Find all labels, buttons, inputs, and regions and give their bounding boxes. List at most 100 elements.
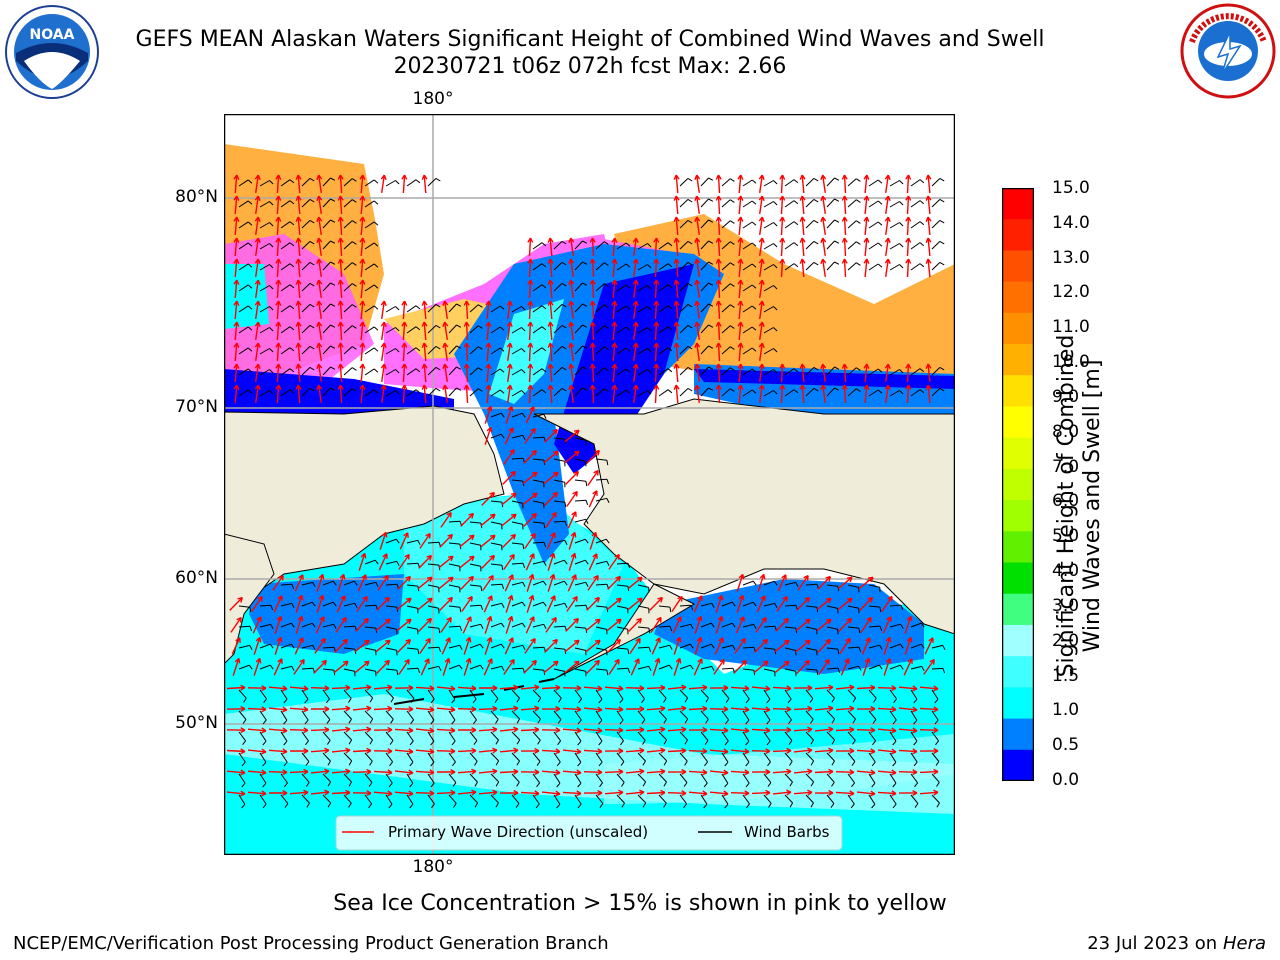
wave-direction-arrow bbox=[520, 791, 540, 795]
wind-barb bbox=[511, 390, 522, 397]
wind-barb bbox=[574, 604, 587, 607]
wave-direction-arrow bbox=[849, 790, 855, 795]
wave-direction-arrow bbox=[362, 237, 366, 243]
colorbar-segment bbox=[1002, 687, 1034, 720]
wave-direction-arrow bbox=[303, 771, 309, 775]
wave-direction-arrow bbox=[740, 258, 744, 264]
wind-barb bbox=[541, 263, 547, 268]
wave-direction-arrow bbox=[799, 363, 803, 369]
wind-barb bbox=[647, 390, 652, 395]
wind-barb bbox=[238, 326, 249, 334]
wind-barb bbox=[700, 282, 709, 292]
wind-barb bbox=[625, 347, 631, 352]
wind-barb bbox=[469, 521, 481, 524]
wave-direction-arrow bbox=[289, 686, 309, 690]
wave-direction-arrow bbox=[527, 237, 532, 243]
wave-direction-arrow bbox=[534, 707, 540, 712]
wind-barb bbox=[301, 262, 311, 271]
wind-barb bbox=[687, 198, 693, 203]
wave-direction-arrow bbox=[571, 574, 577, 579]
wind-barb bbox=[700, 219, 709, 229]
wind-barb bbox=[516, 697, 520, 703]
wave-direction-arrow bbox=[696, 279, 700, 299]
wave-direction-arrow bbox=[316, 237, 320, 244]
wind-barb bbox=[322, 731, 331, 741]
wind-barb bbox=[289, 284, 295, 289]
wave-direction-arrow bbox=[508, 574, 514, 579]
wave-direction-arrow bbox=[446, 511, 452, 516]
wind-barb bbox=[729, 241, 735, 245]
wave-direction-arrow bbox=[488, 574, 494, 579]
wave-direction-arrow bbox=[906, 384, 910, 404]
wind-barb bbox=[889, 201, 900, 208]
wind-barb bbox=[621, 782, 625, 787]
wind-barb bbox=[427, 689, 435, 700]
wind-barb bbox=[351, 346, 357, 350]
wave-direction-arrow bbox=[870, 750, 876, 755]
wave-direction-arrow bbox=[673, 384, 677, 390]
wind-barb bbox=[582, 324, 588, 328]
wave-direction-arrow bbox=[591, 384, 595, 404]
wave-direction-arrow bbox=[282, 685, 288, 690]
wind-barb bbox=[788, 740, 793, 745]
wave-direction-arrow bbox=[423, 321, 428, 327]
wave-direction-arrow bbox=[423, 363, 427, 383]
wind-barb bbox=[721, 304, 731, 313]
wind-barb bbox=[687, 324, 693, 329]
wave-direction-arrow bbox=[696, 300, 700, 320]
wind-barb bbox=[805, 241, 815, 250]
wave-direction-arrow bbox=[273, 658, 283, 676]
wave-direction-arrow bbox=[254, 258, 259, 264]
wave-direction-arrow bbox=[765, 706, 771, 711]
wave-direction-arrow bbox=[513, 534, 516, 540]
wind-barb bbox=[448, 542, 460, 545]
wave-direction-arrow bbox=[592, 490, 598, 495]
wind-barb bbox=[373, 347, 379, 352]
wind-barb bbox=[284, 803, 289, 808]
wave-direction-arrow bbox=[507, 615, 513, 621]
wind-barb bbox=[290, 643, 295, 649]
wind-barb bbox=[283, 740, 288, 746]
wind-barb bbox=[574, 581, 586, 586]
wind-barb bbox=[939, 261, 945, 266]
wind-barb bbox=[511, 644, 523, 649]
legend-wave-label: Primary Wave Direction (unscaled) bbox=[388, 823, 648, 841]
wind-barb bbox=[683, 803, 687, 809]
wind-barb bbox=[603, 367, 609, 371]
wave-direction-arrow bbox=[447, 533, 453, 537]
wave-direction-arrow bbox=[387, 748, 393, 752]
wind-barb bbox=[553, 241, 563, 250]
wind-barb bbox=[456, 387, 462, 391]
wind-barb bbox=[595, 346, 605, 355]
wave-direction-arrow bbox=[484, 637, 492, 655]
wind-barb bbox=[742, 752, 750, 763]
wind-barb bbox=[343, 346, 353, 355]
wave-direction-arrow bbox=[618, 688, 624, 692]
wave-direction-arrow bbox=[277, 216, 282, 222]
wave-direction-arrow bbox=[696, 195, 701, 201]
wave-direction-arrow bbox=[362, 195, 366, 201]
wind-barb bbox=[763, 647, 775, 650]
wave-direction-arrow bbox=[402, 342, 406, 362]
wind-barb bbox=[259, 794, 267, 805]
wave-direction-arrow bbox=[303, 729, 309, 734]
wave-direction-arrow bbox=[785, 596, 788, 602]
wind-barb bbox=[679, 773, 688, 783]
wave-direction-arrow bbox=[864, 195, 868, 215]
wind-barb bbox=[637, 264, 648, 271]
wind-barb bbox=[826, 177, 835, 187]
wave-direction-arrow bbox=[758, 342, 763, 348]
wind-barb bbox=[816, 670, 819, 676]
wave-direction-arrow bbox=[795, 618, 811, 632]
wave-direction-arrow bbox=[513, 471, 516, 477]
wind-barb bbox=[663, 802, 667, 808]
wave-direction-arrow bbox=[803, 574, 809, 579]
wave-direction-arrow bbox=[740, 279, 744, 285]
wave-direction-arrow bbox=[891, 708, 897, 713]
wave-direction-arrow bbox=[904, 616, 912, 634]
wind-barb bbox=[280, 794, 289, 804]
wave-direction-arrow bbox=[555, 639, 558, 645]
wave-direction-arrow bbox=[419, 533, 431, 549]
wind-barb bbox=[595, 458, 607, 461]
wind-barb bbox=[553, 458, 565, 462]
